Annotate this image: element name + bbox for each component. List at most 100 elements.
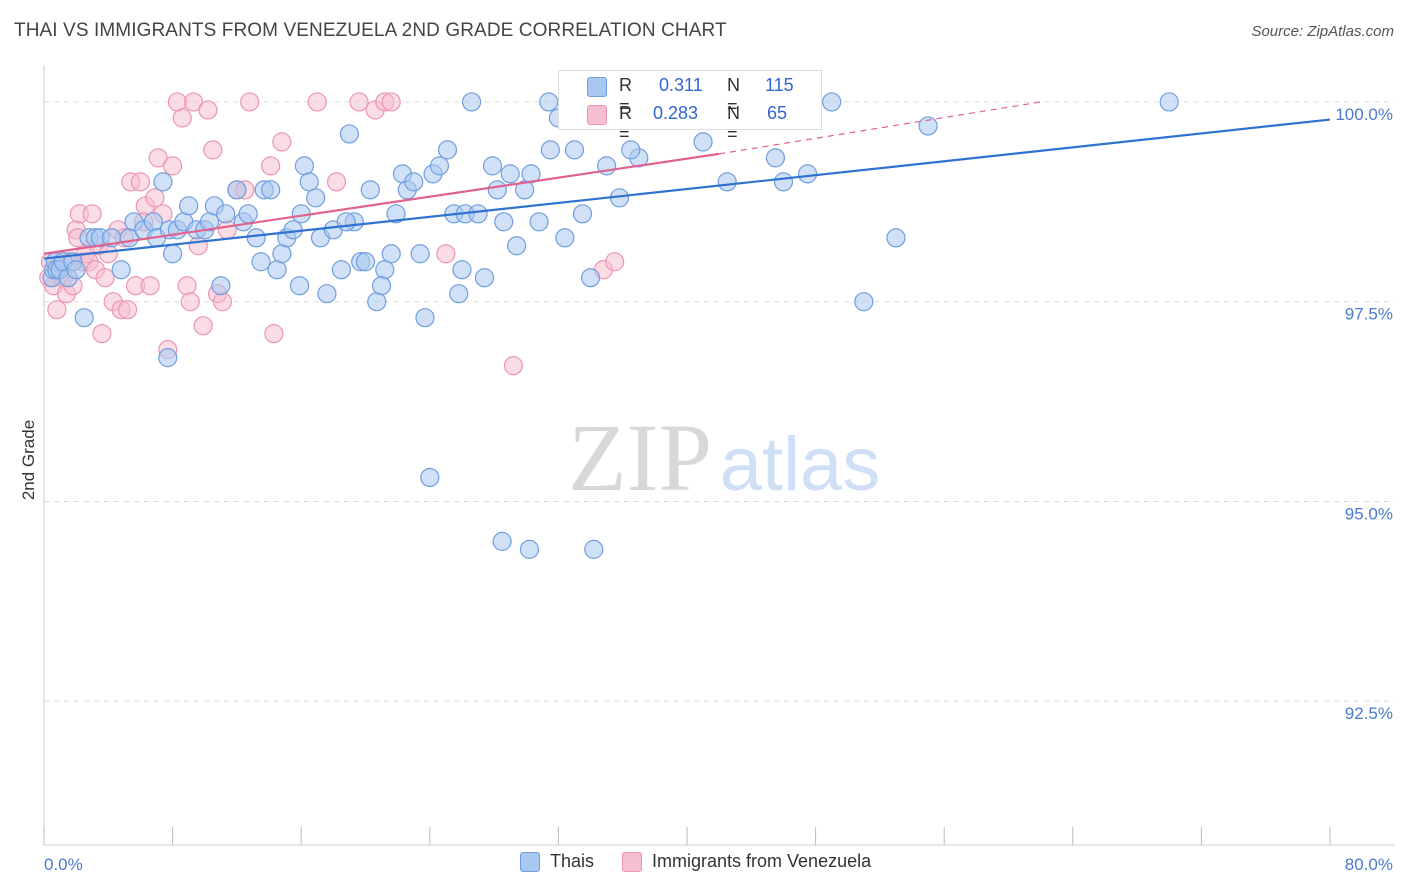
thais-point — [717, 172, 737, 192]
legend-swatch-venezuela — [622, 851, 643, 872]
n-value-venezuela: 65 — [767, 103, 788, 123]
venezuela-point — [188, 236, 208, 256]
thais-point — [143, 212, 163, 232]
thais-point — [111, 260, 131, 280]
venezuela-point — [605, 252, 625, 272]
venezuela-trend-line — [43, 152, 720, 255]
thais-point — [66, 260, 86, 280]
thais-point — [555, 228, 575, 248]
y-tick-label: 97.5% — [1345, 305, 1393, 324]
legend-swatch-thais — [520, 851, 540, 872]
thais-point — [822, 92, 842, 112]
venezuela-point — [180, 292, 200, 312]
thais-point — [461, 92, 482, 112]
venezuela-point — [381, 92, 401, 112]
venezuela-point — [436, 244, 456, 264]
thais-point — [317, 284, 337, 304]
thais-point — [74, 308, 94, 328]
thais-point — [564, 140, 585, 160]
venezuela-point — [117, 300, 138, 320]
thais-point — [216, 204, 236, 224]
thais-point — [360, 180, 380, 200]
thais-point — [918, 116, 938, 136]
source-label: Source: ZipAtlas.com — [1251, 23, 1394, 40]
venezuela-point — [326, 172, 347, 192]
thais-point — [584, 539, 604, 559]
x-tick-label: 80.0% — [1345, 855, 1393, 874]
venezuela-point — [172, 108, 192, 128]
thais-point — [572, 204, 593, 224]
thais-point — [507, 236, 527, 256]
thais-point — [580, 268, 601, 288]
tick-labels: 100.0% 97.5% 95.0% 92.5% 0.0% 80.0% — [44, 105, 1393, 874]
thais-point — [429, 156, 450, 176]
thais-point — [415, 308, 435, 328]
stats-legend-box: R = 0.311 N = 115 R = 0.283 N = 65 — [558, 70, 822, 144]
thais-point — [693, 132, 713, 152]
thais-point — [494, 212, 514, 232]
legend-item-thais[interactable]: Thais — [520, 851, 594, 872]
thais-point — [294, 156, 315, 176]
thais-point — [404, 172, 424, 192]
thais-point — [474, 268, 495, 288]
r-value-venezuela: 0.283 — [653, 103, 699, 123]
thais-point — [261, 180, 281, 200]
thais-point — [289, 276, 310, 296]
venezuela-point — [349, 92, 369, 112]
y-tick-label: 100.0% — [1335, 105, 1393, 124]
legend-item-venezuela[interactable]: Immigrants from Venezuela — [622, 851, 871, 872]
thais-point — [227, 180, 247, 200]
watermark: ZIP atlas — [568, 404, 880, 511]
thais-point — [272, 244, 292, 264]
thais-point — [375, 260, 395, 280]
thais-point — [211, 276, 231, 296]
thais-point — [163, 244, 183, 264]
thais-point — [420, 467, 440, 488]
venezuela-point — [503, 356, 523, 376]
thais-point — [331, 260, 351, 280]
venezuela-point — [47, 300, 67, 320]
venezuela-point — [98, 244, 118, 264]
venezuela-swatch — [587, 105, 607, 125]
thais-point — [336, 212, 356, 232]
venezuela-point — [198, 100, 218, 120]
venezuela-point — [92, 324, 112, 344]
thais-point — [487, 180, 507, 200]
thais-point — [854, 292, 874, 312]
thais-point — [886, 228, 906, 248]
legend-label-thais: Thais — [550, 851, 595, 871]
r-value-thais: 0.311 — [659, 75, 703, 95]
thais-point — [539, 92, 559, 112]
venezuela-point — [167, 92, 188, 112]
venezuela-point — [212, 292, 233, 312]
venezuela-point — [264, 324, 284, 344]
thais-point — [540, 140, 560, 160]
thais-point — [386, 204, 406, 224]
r-label: R = — [619, 103, 632, 144]
watermark-atlas: atlas — [720, 422, 881, 507]
thais-point — [529, 212, 549, 232]
thais-point — [468, 204, 488, 224]
watermark-zip: ZIP — [568, 404, 712, 511]
venezuela-point — [183, 92, 204, 112]
thais-point — [519, 539, 540, 559]
thais-point — [299, 172, 319, 192]
legend: Thais Immigrants from Venezuela — [520, 851, 899, 872]
thais-point — [339, 124, 360, 144]
venezuela-point — [217, 220, 237, 240]
venezuela-point — [130, 172, 151, 192]
legend-label-venezuela: Immigrants from Venezuela — [652, 851, 872, 871]
thais-point — [482, 156, 503, 176]
venezuela-point — [203, 140, 223, 160]
thais-point — [179, 196, 199, 216]
venezuela-point — [148, 148, 168, 168]
thais-point — [521, 164, 541, 184]
thais-point — [410, 244, 430, 264]
trend-lines — [43, 101, 1331, 260]
thais-point — [500, 164, 520, 184]
thais-point — [371, 276, 392, 296]
thais-point — [283, 220, 303, 240]
thais-trend-line — [43, 118, 1331, 260]
thais-point — [381, 244, 401, 264]
